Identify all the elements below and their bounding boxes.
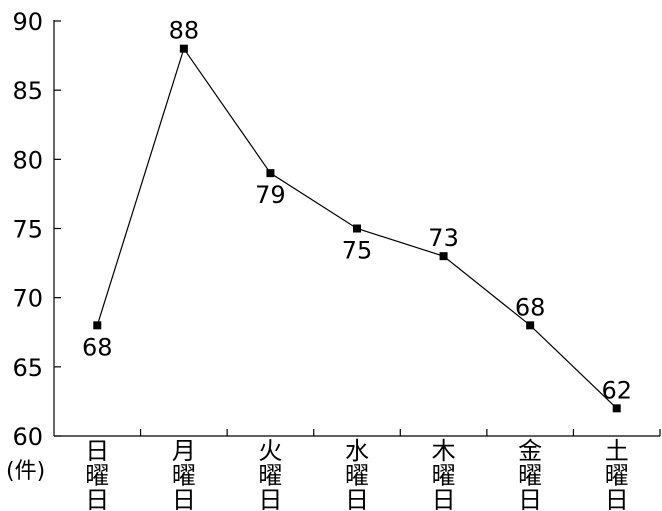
data-point <box>266 169 275 178</box>
data-label: 79 <box>255 181 286 209</box>
x-category-label: 日曜日 <box>85 437 109 511</box>
x-category-label: 土曜日 <box>605 437 629 511</box>
y-tick-label: 80 <box>12 146 43 174</box>
data-point <box>353 224 361 233</box>
x-category-label: 火曜日 <box>258 437 282 511</box>
data-point <box>612 404 621 413</box>
data-label: 75 <box>342 237 373 265</box>
x-category-label: 金曜日 <box>518 437 542 511</box>
x-category-label: 月曜日 <box>172 437 196 511</box>
data-point <box>93 321 102 330</box>
y-axis-ticks: 60 65 70 75 80 85 90 <box>12 8 61 451</box>
data-point <box>526 321 535 330</box>
x-axis-categories: 日曜日 月曜日 火曜日 水曜日 木曜日 金曜日 土曜日 <box>85 437 628 511</box>
data-labels: 68 88 79 75 73 68 62 <box>82 17 632 405</box>
data-label: 73 <box>428 224 459 252</box>
y-tick-label: 70 <box>12 285 43 313</box>
data-point <box>179 44 188 53</box>
y-tick-label: 75 <box>12 216 43 244</box>
data-label: 68 <box>515 293 546 321</box>
y-tick-label: 65 <box>12 354 43 382</box>
x-category-label: 木曜日 <box>432 437 456 511</box>
y-tick-label: 85 <box>12 77 43 105</box>
y-tick-label: 60 <box>12 423 43 451</box>
data-point <box>439 252 448 261</box>
y-tick-label: 90 <box>12 8 43 36</box>
data-points <box>93 44 621 413</box>
data-label: 62 <box>601 376 632 404</box>
y-axis-unit-label: (件) <box>6 459 45 484</box>
data-label: 88 <box>169 17 200 45</box>
data-label: 68 <box>82 333 113 361</box>
x-category-label: 水曜日 <box>345 437 369 511</box>
